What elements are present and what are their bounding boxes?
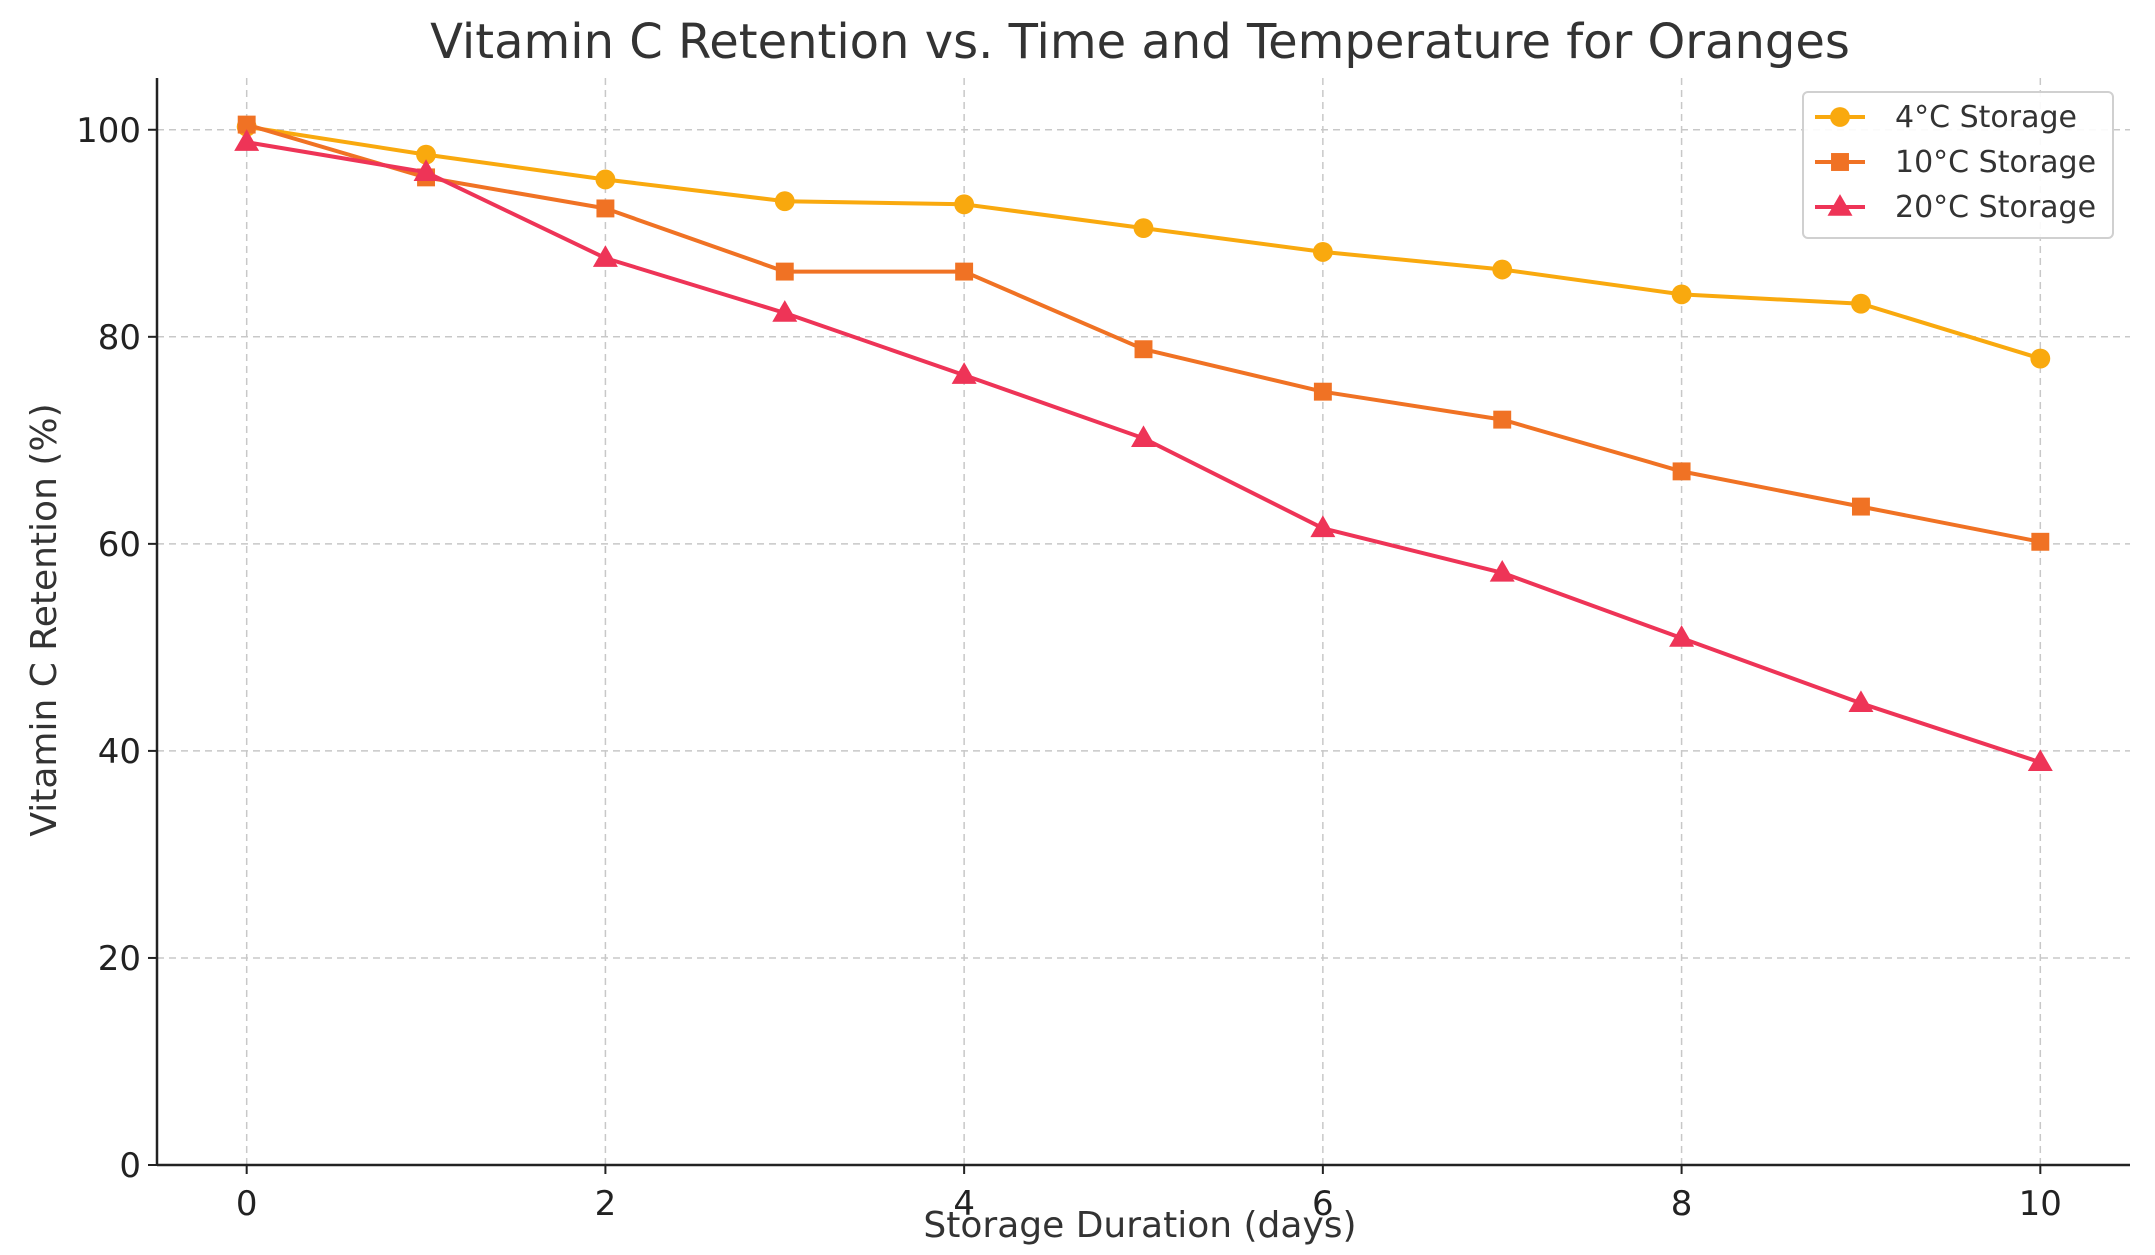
legend-marker — [1827, 194, 1853, 216]
data-point-10-c-storage — [1672, 462, 1691, 481]
legend: 4°C Storage 10°C Storage 20°C Storage — [1802, 91, 2114, 239]
x-tick-label: 0 — [236, 1184, 258, 1224]
data-point-4-c-storage — [1671, 284, 1692, 305]
series-line-10-c-storage — [246, 122, 2041, 544]
data-point-10-c-storage — [1313, 382, 1332, 401]
data-point-10-c-storage — [1134, 340, 1153, 359]
data-point-4-c-storage — [595, 169, 616, 190]
series-layer — [234, 115, 2053, 772]
legend-label: 20°C Storage — [1895, 190, 2096, 225]
data-point-20-c-storage — [951, 362, 977, 384]
data-point-20-c-storage — [1310, 515, 1336, 538]
legend-label: 10°C Storage — [1895, 145, 2096, 180]
legend-entry: 10°C Storage — [1815, 145, 2096, 180]
data-point-20-c-storage — [592, 245, 618, 267]
chart-title: Vitamin C Retention vs. Time and Tempera… — [430, 14, 1850, 70]
y-tick-label: 40 — [98, 732, 141, 772]
data-point-4-c-storage — [1851, 293, 1871, 314]
x-tick-label: 10 — [2019, 1184, 2062, 1224]
x-tick-label: 4 — [953, 1184, 975, 1224]
y-tick-label: 80 — [98, 318, 141, 358]
x-tick-label: 6 — [1312, 1184, 1334, 1224]
legend-marker — [1831, 153, 1849, 171]
data-point-20-c-storage — [234, 129, 260, 151]
data-point-4-c-storage — [1133, 218, 1154, 239]
legend-marker — [1830, 107, 1850, 127]
data-point-20-c-storage — [1131, 425, 1156, 447]
legend-entry: 20°C Storage — [1815, 190, 2096, 225]
grid — [157, 78, 2130, 1166]
y-tick-label: 60 — [98, 525, 141, 565]
data-point-10-c-storage — [2031, 532, 2050, 551]
y-tick-label: 20 — [98, 939, 141, 979]
data-point-4-c-storage — [1312, 242, 1333, 262]
legend-box — [1802, 91, 2114, 239]
data-point-20-c-storage — [413, 159, 439, 181]
legend-label: 4°C Storage — [1895, 100, 2077, 135]
data-point-20-c-storage — [1489, 559, 1515, 582]
data-point-4-c-storage — [954, 194, 975, 215]
data-point-20-c-storage — [1669, 625, 1695, 647]
series-line-4-c-storage — [246, 124, 2041, 361]
data-point-10-c-storage — [955, 262, 974, 281]
data-point-4-c-storage — [774, 191, 795, 212]
data-point-4-c-storage — [1492, 259, 1513, 280]
data-point-20-c-storage — [2027, 749, 2053, 772]
series-20-c-storage — [234, 129, 2053, 772]
data-point-4-c-storage — [2030, 348, 2051, 369]
series-10-c-storage — [237, 115, 2050, 551]
y-tick-label: 0 — [119, 1146, 141, 1186]
data-point-10-c-storage — [775, 262, 794, 281]
data-point-20-c-storage — [772, 300, 798, 322]
data-point-4-c-storage — [416, 144, 436, 165]
series-4-c-storage — [236, 116, 2051, 369]
x-tick-label: 2 — [595, 1184, 617, 1224]
data-point-10-c-storage — [237, 115, 256, 134]
data-point-10-c-storage — [1851, 497, 1870, 516]
data-point-10-c-storage — [596, 199, 615, 218]
x-axis-label: Storage Duration (days) — [923, 1205, 1356, 1246]
y-axis-label: Vitamin C Retention (%) — [24, 403, 65, 836]
data-point-10-c-storage — [1493, 410, 1512, 429]
data-point-20-c-storage — [1848, 690, 1874, 713]
x-tick-label: 8 — [1671, 1184, 1693, 1224]
legend-entry: 4°C Storage — [1815, 100, 2077, 135]
y-tick-label: 100 — [76, 111, 141, 151]
